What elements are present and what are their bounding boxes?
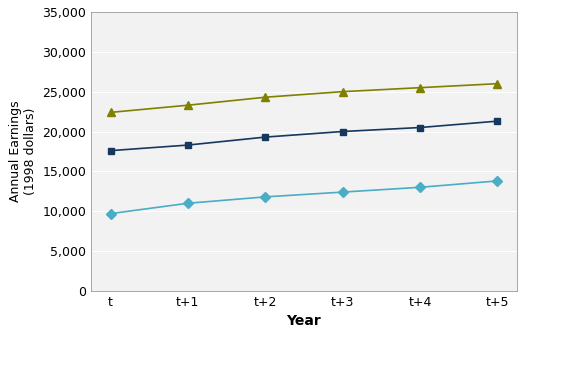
X-axis label: Year: Year [287, 314, 321, 328]
Line: All Women: All Women [107, 79, 502, 116]
Low-Income Single Mothers [262, 195, 268, 199]
All Women [107, 110, 114, 115]
Y-axis label: Annual Earnings
(1998 dollars): Annual Earnings (1998 dollars) [9, 101, 37, 202]
Low-Income Single Mothers [339, 190, 346, 194]
Low-Income Single Mothers [494, 179, 500, 183]
Line: All Single Mothers: All Single Mothers [107, 117, 501, 154]
All Single Mothers [262, 135, 268, 140]
All Single Mothers [107, 148, 114, 153]
All Women [185, 103, 192, 107]
Low-Income Single Mothers [107, 211, 114, 216]
All Single Mothers [417, 125, 424, 130]
All Single Mothers [494, 119, 500, 123]
Line: Low-Income Single Mothers: Low-Income Single Mothers [107, 178, 501, 217]
Low-Income Single Mothers [185, 201, 192, 206]
Low-Income Single Mothers [417, 185, 424, 189]
All Single Mothers [339, 129, 346, 134]
All Women [417, 85, 424, 90]
All Women [339, 90, 346, 94]
All Single Mothers [185, 143, 192, 147]
All Women [262, 95, 268, 100]
All Women [494, 81, 500, 86]
